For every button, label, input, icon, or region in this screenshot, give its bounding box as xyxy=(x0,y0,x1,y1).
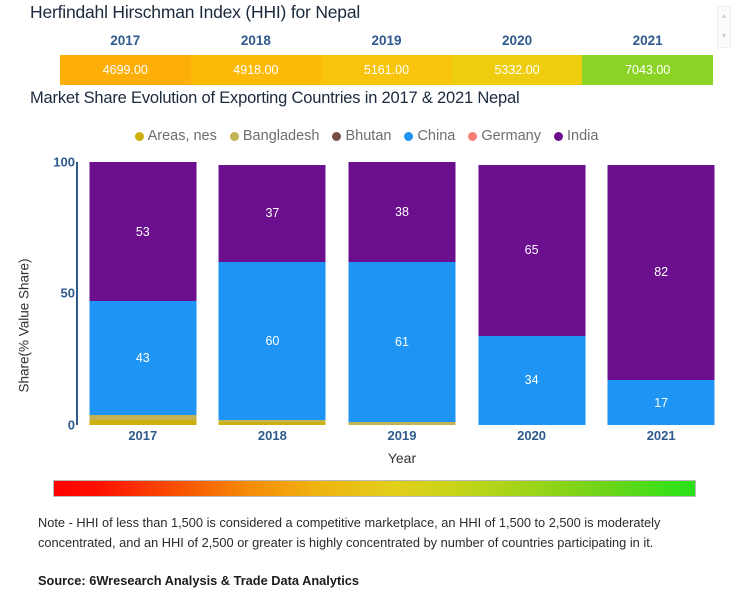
scroll-up-icon[interactable]: ▲ xyxy=(720,13,728,20)
legend-swatch-icon xyxy=(404,131,414,141)
legend-item[interactable]: Germany xyxy=(468,128,541,144)
hhi-year-label: 2018 xyxy=(240,33,271,48)
hhi-year-label: 2021 xyxy=(632,33,663,48)
bar-segment[interactable]: 65 xyxy=(478,164,586,336)
y-axis-ticks: 100 50 0 xyxy=(30,150,75,433)
bar-slot: 34 65 xyxy=(467,162,597,425)
hhi-value-cell: 4699.00 xyxy=(60,55,191,85)
bar-segment[interactable]: 82 xyxy=(607,164,715,381)
bar-slot: 43 53 xyxy=(78,162,208,425)
bar-segment[interactable] xyxy=(348,422,456,425)
scrollbar[interactable]: ▲ ▼ xyxy=(717,6,731,48)
bar-segment[interactable]: 37 xyxy=(218,164,326,262)
legend-item[interactable]: Bangladesh xyxy=(229,128,320,144)
hhi-year-row: 2017 2018 2019 2020 2021 xyxy=(60,30,713,52)
hhi-value-cell: 5332.00 xyxy=(451,55,583,85)
legend-label: Bhutan xyxy=(345,128,392,144)
y-tick-label: 50 xyxy=(60,285,75,301)
bar-value-label: 60 xyxy=(265,333,280,348)
bar-value-label: 37 xyxy=(265,206,280,221)
bar-segment[interactable]: 38 xyxy=(348,162,456,262)
y-tick-label: 100 xyxy=(53,154,75,170)
chart-plot-area: Share(% Value Share) 100 50 0 43 53 60 37 61… xyxy=(0,150,733,470)
bar-slot: 61 38 xyxy=(337,162,467,425)
bar-value-label: 38 xyxy=(395,204,409,219)
bar-value-label: 17 xyxy=(654,395,669,410)
stacked-bar[interactable]: 61 38 xyxy=(348,162,456,425)
legend-label: India xyxy=(566,128,599,144)
hhi-value-cell: 5161.00 xyxy=(321,55,452,85)
legend-swatch-icon xyxy=(332,131,342,141)
x-tick-label: 2017 xyxy=(128,428,158,443)
x-axis-ticks: 2017 2018 2019 2020 2021 xyxy=(78,428,726,443)
bar-slot: 17 82 xyxy=(596,162,726,425)
legend-label: Bangladesh xyxy=(242,128,320,144)
stacked-bar-group: 43 53 60 37 61 38 34 65 17 82 xyxy=(78,162,726,425)
legend-swatch-icon xyxy=(134,131,144,141)
bar-slot: 60 37 xyxy=(208,162,338,425)
bar-value-label: 53 xyxy=(135,224,150,239)
legend-swatch-icon xyxy=(229,131,239,141)
hhi-value-cell: 7043.00 xyxy=(582,55,713,85)
hhi-value: 5332.00 xyxy=(494,63,540,77)
bar-value-label: 82 xyxy=(654,265,669,280)
hhi-value-bar: 4699.00 4918.00 5161.00 5332.00 7043.00 xyxy=(60,55,713,85)
bar-segment[interactable]: 34 xyxy=(478,335,586,425)
note-text: Note - HHI of less than 1,500 is conside… xyxy=(38,515,661,550)
bar-segment[interactable] xyxy=(89,419,197,425)
bar-value-label: 43 xyxy=(135,350,150,365)
stacked-bar[interactable]: 17 82 xyxy=(607,164,715,425)
chart-legend: Areas, nes Bangladesh Bhutan China Germany In… xyxy=(0,128,733,144)
bar-segment[interactable] xyxy=(89,414,197,420)
x-tick-label: 2019 xyxy=(387,428,417,443)
legend-swatch-icon xyxy=(553,131,563,141)
hhi-gradient-scale xyxy=(53,480,696,497)
bar-segment[interactable]: 53 xyxy=(89,162,197,302)
legend-label: Areas, nes xyxy=(147,128,217,144)
bar-segment[interactable]: 60 xyxy=(218,261,326,420)
stacked-bar[interactable]: 60 37 xyxy=(218,164,326,425)
bar-segment[interactable]: 43 xyxy=(89,301,197,415)
x-tick-label: 2020 xyxy=(517,428,547,443)
y-axis-line xyxy=(76,162,78,425)
legend-swatch-icon xyxy=(468,131,478,141)
hhi-title: Herfindahl Hirschman Index (HHI) for Nep… xyxy=(30,2,361,22)
hhi-value: 4699.00 xyxy=(102,63,148,77)
hhi-value: 5161.00 xyxy=(363,63,410,77)
scroll-down-icon[interactable]: ▼ xyxy=(720,33,728,40)
legend-item[interactable]: India xyxy=(553,128,599,144)
bar-value-label: 34 xyxy=(524,373,539,388)
stacked-bar[interactable]: 43 53 xyxy=(89,162,197,425)
chart-title: Market Share Evolution of Exporting Coun… xyxy=(30,89,520,107)
bar-segment[interactable] xyxy=(218,422,326,425)
legend-item[interactable]: China xyxy=(404,128,455,144)
y-tick-label: 0 xyxy=(67,417,75,433)
x-tick-label: 2018 xyxy=(257,428,287,443)
bar-value-label: 61 xyxy=(395,335,409,350)
legend-label: Germany xyxy=(481,128,541,144)
legend-item[interactable]: Bhutan xyxy=(332,128,391,144)
bar-segment[interactable]: 17 xyxy=(607,380,715,425)
x-tick-label: 2021 xyxy=(646,428,676,443)
stacked-bar[interactable]: 34 65 xyxy=(478,164,586,425)
bar-segment[interactable] xyxy=(218,419,326,423)
bar-value-label: 65 xyxy=(524,243,539,258)
hhi-value: 4918.00 xyxy=(233,63,279,77)
legend-item[interactable]: Areas, nes xyxy=(134,128,217,144)
hhi-value-cell: 4918.00 xyxy=(190,55,322,85)
legend-label: China xyxy=(417,128,456,144)
source-text: Source: 6Wresearch Analysis & Trade Data… xyxy=(38,573,360,588)
hhi-value: 7043.00 xyxy=(625,63,671,77)
bar-segment[interactable]: 61 xyxy=(348,261,456,423)
hhi-year-label: 2020 xyxy=(502,33,533,48)
hhi-year-label: 2017 xyxy=(110,33,141,48)
hhi-year-label: 2019 xyxy=(371,33,402,48)
x-axis-title: Year xyxy=(387,450,417,466)
